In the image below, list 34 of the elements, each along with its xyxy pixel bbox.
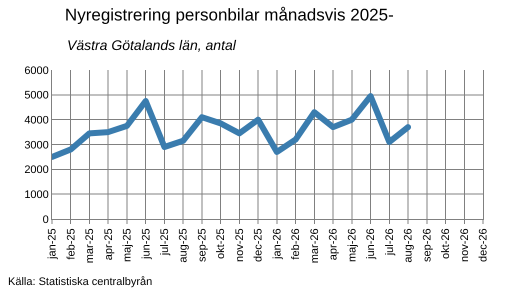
x-tick-label: jan-25: [46, 228, 59, 260]
chart-subtitle: Västra Götalands län, antal: [67, 37, 237, 53]
x-tick-label: jul-25: [159, 228, 172, 256]
x-tick-label: jan-26: [271, 228, 284, 260]
x-tick-label: aug-25: [178, 228, 190, 263]
y-tick-label: 6000: [24, 64, 49, 77]
x-tick-label: apr-25: [102, 228, 115, 260]
x-tick-label: dec-25: [252, 228, 265, 262]
x-tick-label: maj-25: [122, 228, 134, 262]
x-tick-label: aug-26: [402, 228, 415, 263]
y-tick-label: 4000: [24, 114, 49, 127]
x-tick-label: jun-26: [365, 228, 378, 260]
x-tick-label: nov-26: [458, 228, 471, 262]
x-tick-label: okt-25: [215, 228, 228, 259]
x-tick-label: okt-26: [440, 228, 452, 259]
y-tick-label: 1000: [24, 189, 49, 202]
y-tick-label: 3000: [24, 139, 49, 152]
x-tick-label: feb-26: [290, 228, 302, 260]
y-tick-label: 0: [42, 214, 49, 226]
x-tick-label: nov-25: [234, 228, 246, 262]
x-tick-label: mar-25: [84, 228, 96, 264]
x-tick-label: sep-25: [196, 228, 208, 262]
x-tick-label: apr-26: [328, 228, 340, 260]
y-tick-label: 2000: [24, 164, 49, 176]
x-tick-label: jul-26: [384, 228, 396, 256]
chart-title: Nyregistrering personbilar månadsvis 2025-: [64, 6, 394, 25]
x-tick-label: jun-25: [140, 228, 152, 260]
x-tick-label: dec-26: [478, 228, 490, 262]
text: Källa: Statistiska centralbyrån: [8, 276, 152, 288]
x-tick-label: mar-26: [308, 228, 321, 264]
x-tick-label: feb-25: [65, 228, 78, 260]
x-tick-label: maj-26: [346, 228, 358, 262]
x-tick-label: sep-26: [421, 228, 434, 262]
y-tick-label: 5000: [24, 90, 49, 102]
